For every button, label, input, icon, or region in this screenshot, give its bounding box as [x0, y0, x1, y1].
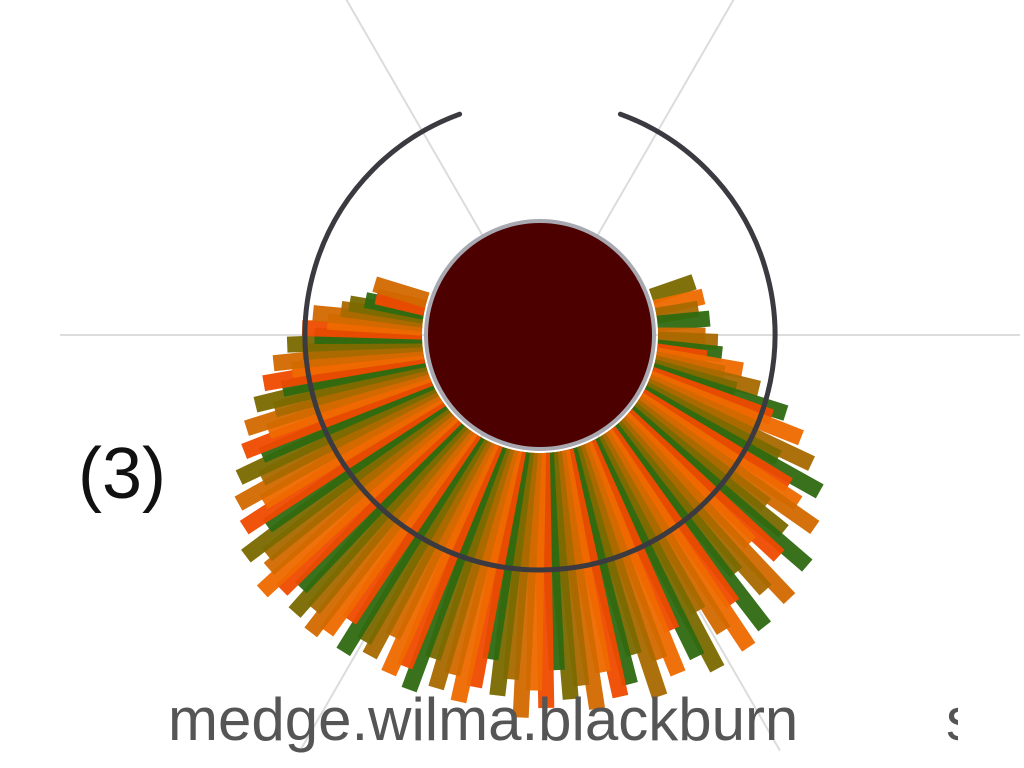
- outer-arc: [302, 111, 778, 573]
- panel-label: (3): [78, 434, 166, 514]
- radial-bar: [657, 331, 719, 350]
- radial-bar: [653, 288, 706, 316]
- radial-bar: [655, 300, 700, 324]
- radial-bar: [374, 288, 427, 316]
- radial-bar: [648, 274, 697, 305]
- radial-bar: [372, 276, 430, 308]
- radial-bar: [656, 310, 711, 332]
- core-circle: [428, 223, 652, 447]
- user-name-label: medge.wilma.blackburn: [168, 686, 799, 753]
- next-user-label-fragment: s: [946, 690, 958, 750]
